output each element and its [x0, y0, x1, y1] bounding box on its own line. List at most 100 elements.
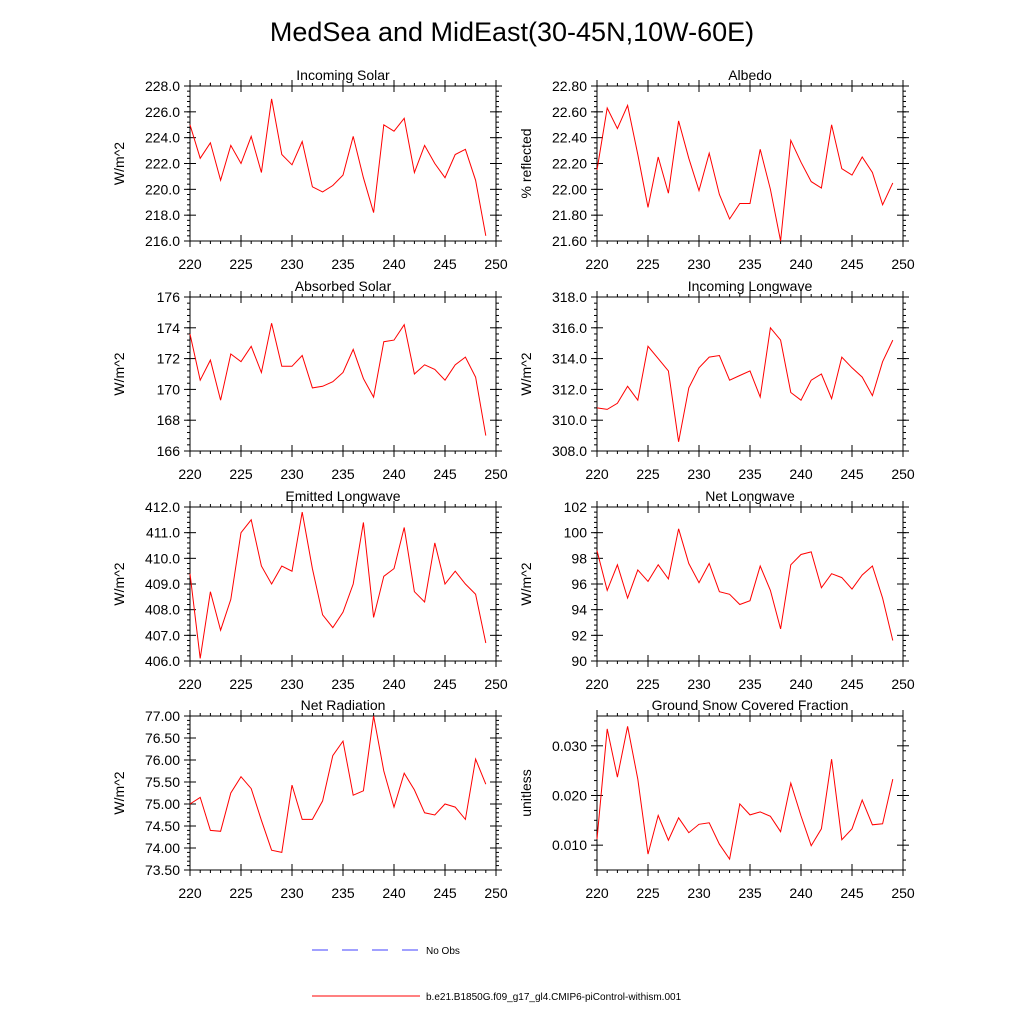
y-tick-label: 407.0 [145, 627, 180, 643]
y-tick-label: 410.0 [145, 550, 180, 566]
x-tick-label: 230 [687, 885, 711, 901]
x-tick-label: 230 [280, 466, 304, 482]
x-tick-label: 220 [178, 676, 202, 692]
y-tick-label: 166 [157, 443, 181, 459]
series-line-0 [189, 98, 487, 236]
y-tick-label: 98 [571, 550, 587, 566]
x-tick-label: 230 [687, 466, 711, 482]
y-tick-label: 21.60 [552, 233, 587, 249]
x-tick-label: 230 [280, 256, 304, 272]
panel-title: Emitted Longwave [285, 488, 400, 504]
x-tick-label: 225 [229, 466, 253, 482]
y-tick-label: 77.00 [145, 708, 180, 724]
y-tick-label: 22.00 [552, 181, 587, 197]
y-tick-label: 22.60 [552, 104, 587, 120]
y-tick-label: 216.0 [145, 233, 180, 249]
y-tick-label: 406.0 [145, 653, 180, 669]
y-tick-label: 314.0 [552, 351, 587, 367]
y-tick-label: 74.00 [145, 840, 180, 856]
y-tick-label: 22.20 [552, 156, 587, 172]
x-tick-label: 250 [484, 676, 508, 692]
y-tick-label: 408.0 [145, 602, 180, 618]
x-tick-label: 220 [585, 885, 609, 901]
figure-title: MedSea and MidEast(30-45N,10W-60E) [270, 17, 754, 47]
y-axis-label: W/m^2 [111, 562, 127, 605]
y-tick-label: 90 [571, 653, 587, 669]
x-tick-label: 220 [178, 466, 202, 482]
x-tick-label: 245 [840, 466, 864, 482]
x-tick-label: 230 [280, 676, 304, 692]
y-axis-label: W/m^2 [111, 142, 127, 185]
y-tick-label: 409.0 [145, 576, 180, 592]
series-line-0 [189, 323, 487, 436]
y-tick-label: 176 [157, 289, 181, 305]
x-tick-label: 220 [585, 676, 609, 692]
x-tick-label: 245 [840, 256, 864, 272]
x-tick-label: 225 [636, 256, 660, 272]
x-tick-label: 240 [382, 885, 406, 901]
x-tick-label: 235 [738, 256, 762, 272]
y-tick-label: 222.0 [145, 156, 180, 172]
x-tick-label: 235 [738, 885, 762, 901]
series-line-0 [596, 726, 894, 861]
x-tick-label: 250 [891, 885, 915, 901]
x-tick-label: 235 [331, 466, 355, 482]
x-tick-label: 230 [280, 885, 304, 901]
y-axis-label: W/m^2 [518, 562, 534, 605]
panel-7: Ground Snow Covered Fraction unitless 220 2… [518, 697, 915, 901]
y-tick-label: 22.40 [552, 130, 587, 146]
plot-frame [189, 296, 497, 452]
y-tick-label: 74.50 [145, 818, 180, 834]
y-tick-label: 412.0 [145, 499, 180, 515]
x-tick-label: 225 [229, 256, 253, 272]
panel-2: Absorbed Solar W/m^2 220 225 230 235 240 245 250… [111, 278, 508, 482]
y-tick-label: 318.0 [552, 289, 587, 305]
series-line-0 [596, 103, 894, 242]
y-tick-label: 100 [564, 525, 588, 541]
x-tick-label: 235 [331, 676, 355, 692]
x-tick-label: 235 [331, 885, 355, 901]
x-tick-label: 220 [585, 466, 609, 482]
x-tick-label: 245 [840, 885, 864, 901]
x-tick-label: 225 [636, 676, 660, 692]
x-tick-label: 235 [738, 466, 762, 482]
panel-6: Net Radiation W/m^2 220 225 230 235 240 245 250 7… [111, 697, 508, 901]
x-tick-label: 235 [331, 256, 355, 272]
x-tick-label: 220 [178, 256, 202, 272]
y-tick-label: 172 [157, 351, 181, 367]
y-tick-label: 21.80 [552, 207, 587, 223]
plot-frame [596, 715, 904, 871]
x-tick-label: 250 [484, 885, 508, 901]
x-tick-label: 225 [636, 466, 660, 482]
x-tick-label: 240 [789, 676, 813, 692]
legend: No Obs b.e21.B1850G.f09_g17_gl4.CMIP6-pi… [312, 946, 682, 1003]
y-tick-label: 102 [564, 499, 588, 515]
plot-frame [189, 506, 497, 662]
series-line-0 [596, 326, 894, 442]
series-line-0 [189, 512, 487, 659]
panel-title: Absorbed Solar [295, 278, 392, 294]
y-tick-label: 226.0 [145, 104, 180, 120]
x-tick-label: 225 [229, 676, 253, 692]
plot-frame [596, 85, 904, 242]
y-tick-label: 0.010 [552, 837, 587, 853]
panel-title: Incoming Longwave [688, 278, 813, 294]
y-tick-label: 94 [571, 602, 587, 618]
y-tick-label: 228.0 [145, 78, 180, 94]
x-tick-label: 250 [891, 256, 915, 272]
y-tick-label: 170 [157, 381, 181, 397]
y-tick-label: 75.00 [145, 796, 180, 812]
y-tick-label: 168 [157, 412, 181, 428]
y-tick-label: 0.020 [552, 787, 587, 803]
y-tick-label: 73.50 [145, 862, 180, 878]
x-tick-label: 240 [382, 466, 406, 482]
x-tick-label: 225 [636, 885, 660, 901]
y-tick-label: 224.0 [145, 130, 180, 146]
x-tick-label: 245 [433, 256, 457, 272]
plot-frame [189, 715, 497, 871]
x-tick-label: 250 [484, 466, 508, 482]
x-tick-label: 240 [382, 256, 406, 272]
y-tick-label: 75.50 [145, 774, 180, 790]
x-tick-label: 240 [789, 466, 813, 482]
x-tick-label: 240 [789, 256, 813, 272]
